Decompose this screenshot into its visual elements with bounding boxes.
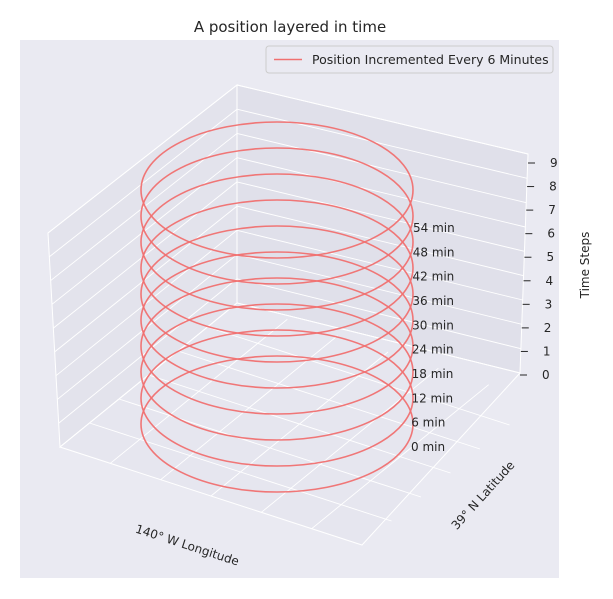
position-ring-1 (140, 329, 414, 467)
position-ring-9 (140, 121, 414, 259)
z-tick-label-4: 4 (546, 274, 554, 288)
z-tick-label-8: 8 (549, 180, 557, 194)
position-ring-8 (140, 147, 414, 285)
position-ring-5 (140, 225, 414, 363)
grid-line-back (236, 133, 527, 204)
position-ring-4 (140, 251, 414, 389)
grid-line-back (236, 157, 526, 228)
series-position-rings (140, 121, 414, 493)
position-ring-7 (140, 173, 414, 311)
annotation-label-7: 42 min (413, 270, 455, 284)
grid-line-left (55, 229, 238, 377)
z-tick-label-5: 5 (546, 250, 554, 264)
grid-line-left (53, 181, 238, 329)
grid-line-left (47, 84, 238, 234)
z-tick-label-7: 7 (548, 203, 556, 217)
grid-line-left (54, 205, 238, 353)
position-ring-0 (140, 355, 414, 493)
legend-label: Position Incremented Every 6 Minutes (312, 52, 549, 67)
z-tick-label-1: 1 (543, 344, 551, 358)
annotation-label-6: 36 min (412, 294, 454, 308)
chart-title: A position layered in time (194, 18, 386, 36)
grid-line-back (236, 84, 529, 155)
annotation-label-4: 24 min (412, 343, 454, 357)
z-tick-label-6: 6 (547, 227, 555, 241)
annotation-label-8: 48 min (413, 245, 455, 259)
z-tick-label-9: 9 (550, 156, 558, 170)
grid-line-back (236, 181, 525, 252)
annotation-labels: 0 min 6 min 12 min 18 min 24 min 30 min 36 min… (411, 221, 455, 454)
annotation-label-2: 12 min (411, 391, 453, 405)
z-tick-marks (520, 162, 535, 376)
annotation-label-0: 0 min (411, 440, 445, 454)
annotation-label-3: 18 min (412, 367, 454, 381)
position-ring-3 (140, 277, 414, 415)
legend-box (265, 45, 554, 74)
z-tick-label-2: 2 (544, 321, 552, 335)
grid-line-floor (311, 384, 489, 530)
legend: Position Incremented Every 6 Minutes (265, 45, 554, 74)
grid-line-left (49, 108, 238, 258)
grid-line-back (236, 254, 522, 325)
annotation-label-1: 6 min (411, 416, 445, 430)
grid-line-back (236, 205, 524, 277)
grid-line-back (236, 302, 521, 374)
position-ring-2 (140, 303, 414, 441)
z-tick-label-3: 3 (545, 297, 553, 311)
annotation-label-5: 30 min (412, 318, 454, 332)
z-axis-label: Time Steps (578, 232, 592, 300)
axis-panes (47, 83, 529, 546)
grid-line-back (236, 229, 523, 301)
grid-line-back (236, 108, 528, 179)
z-tick-labels: 0 1 2 3 4 5 6 7 8 9 (542, 156, 558, 382)
position-ring-6 (140, 199, 414, 337)
annotation-label-9: 54 min (413, 221, 455, 235)
z-tick-label-0: 0 (542, 368, 550, 382)
